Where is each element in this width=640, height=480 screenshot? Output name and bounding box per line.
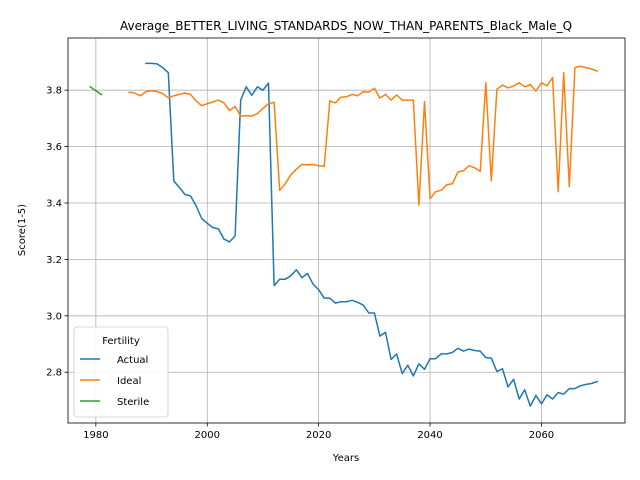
x-axis-label: Years — [332, 453, 359, 464]
x-tick-label: 2020 — [306, 430, 331, 441]
legend: Fertility Actual Ideal Sterile — [73, 326, 169, 418]
y-tick-label: 3.8 — [46, 86, 62, 97]
series-line-sterile — [89, 85, 103, 96]
gridlines — [68, 38, 625, 423]
y-axis-ticks: 2.8 3.0 3.2 3.4 3.6 3.8 — [46, 86, 68, 379]
chart-title: Average_BETTER_LIVING_STANDARDS_NOW_THAN… — [120, 19, 572, 33]
y-tick-label: 2.8 — [46, 368, 62, 379]
series-lines — [89, 62, 599, 407]
y-tick-label: 3.0 — [46, 311, 62, 322]
legend-label-actual: Actual — [117, 355, 148, 366]
x-tick-label: 2000 — [195, 430, 220, 441]
legend-label-sterile: Sterile — [117, 397, 149, 408]
y-tick-label: 3.4 — [46, 199, 62, 210]
y-tick-label: 3.6 — [46, 142, 62, 153]
x-tick-label: 1980 — [83, 430, 108, 441]
series-line-ideal — [128, 65, 599, 206]
legend-box — [73, 326, 169, 418]
x-tick-label: 2060 — [529, 430, 554, 441]
plot-frame — [67, 37, 626, 424]
y-axis-label: Score(1-5) — [17, 204, 28, 256]
y-tick-label: 3.2 — [46, 255, 62, 266]
legend-label-ideal: Ideal — [117, 376, 141, 387]
series-line-actual — [145, 62, 599, 407]
x-tick-label: 2040 — [417, 430, 442, 441]
x-axis-ticks: 1980 2000 2020 2040 2060 — [83, 423, 554, 441]
legend-title: Fertility — [102, 336, 140, 347]
